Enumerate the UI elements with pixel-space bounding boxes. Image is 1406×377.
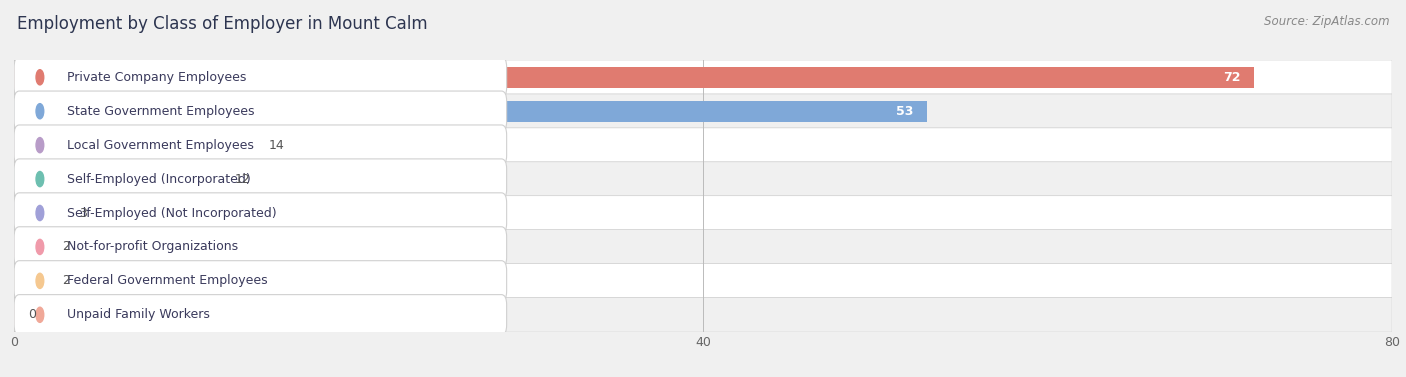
Circle shape xyxy=(37,205,44,221)
FancyBboxPatch shape xyxy=(14,264,1392,298)
Bar xyxy=(14,135,256,156)
FancyBboxPatch shape xyxy=(14,94,1392,129)
Bar xyxy=(14,169,221,190)
Text: 12: 12 xyxy=(235,173,250,185)
Bar xyxy=(14,270,48,291)
Text: Source: ZipAtlas.com: Source: ZipAtlas.com xyxy=(1264,15,1389,28)
Text: Federal Government Employees: Federal Government Employees xyxy=(67,274,269,287)
Text: Self-Employed (Not Incorporated): Self-Employed (Not Incorporated) xyxy=(67,207,277,219)
FancyBboxPatch shape xyxy=(14,230,1392,264)
FancyBboxPatch shape xyxy=(14,159,506,199)
FancyBboxPatch shape xyxy=(14,297,1392,332)
Text: 2: 2 xyxy=(62,274,70,287)
Text: 2: 2 xyxy=(62,241,70,253)
FancyBboxPatch shape xyxy=(14,60,1392,95)
Bar xyxy=(14,236,48,257)
Circle shape xyxy=(37,307,44,322)
Circle shape xyxy=(37,70,44,85)
Circle shape xyxy=(37,172,44,187)
FancyBboxPatch shape xyxy=(14,193,506,233)
Text: Not-for-profit Organizations: Not-for-profit Organizations xyxy=(67,241,239,253)
Bar xyxy=(14,101,927,122)
FancyBboxPatch shape xyxy=(14,227,506,267)
FancyBboxPatch shape xyxy=(14,91,506,132)
FancyBboxPatch shape xyxy=(14,128,1392,162)
Text: Employment by Class of Employer in Mount Calm: Employment by Class of Employer in Mount… xyxy=(17,15,427,33)
Circle shape xyxy=(37,273,44,288)
Text: Private Company Employees: Private Company Employees xyxy=(67,71,247,84)
Text: Self-Employed (Incorporated): Self-Employed (Incorporated) xyxy=(67,173,252,185)
FancyBboxPatch shape xyxy=(14,162,1392,196)
Text: 0: 0 xyxy=(28,308,35,321)
Circle shape xyxy=(37,104,44,119)
Text: 72: 72 xyxy=(1223,71,1240,84)
Text: State Government Employees: State Government Employees xyxy=(67,105,254,118)
Bar xyxy=(14,202,66,224)
Text: 53: 53 xyxy=(896,105,912,118)
Bar xyxy=(14,67,1254,88)
FancyBboxPatch shape xyxy=(14,294,506,335)
Circle shape xyxy=(37,239,44,254)
FancyBboxPatch shape xyxy=(14,261,506,301)
FancyBboxPatch shape xyxy=(14,196,1392,230)
Bar xyxy=(14,304,20,325)
FancyBboxPatch shape xyxy=(14,125,506,166)
Text: Unpaid Family Workers: Unpaid Family Workers xyxy=(67,308,211,321)
Circle shape xyxy=(37,138,44,153)
Text: Local Government Employees: Local Government Employees xyxy=(67,139,254,152)
FancyBboxPatch shape xyxy=(14,57,506,98)
Text: 14: 14 xyxy=(269,139,285,152)
Text: 3: 3 xyxy=(80,207,87,219)
